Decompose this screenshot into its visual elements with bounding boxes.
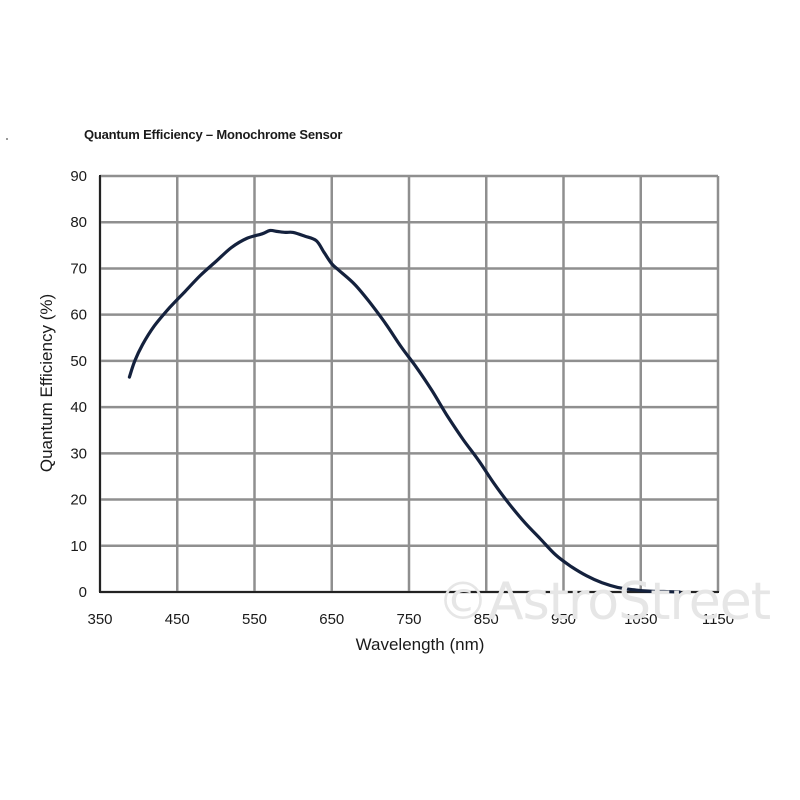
- qe-series-line: [127, 228, 681, 594]
- x-tick-label: 550: [242, 611, 267, 628]
- x-tick-label: 450: [165, 611, 190, 628]
- y-tick-label: 20: [70, 492, 87, 509]
- x-tick-labels: 350 450 550 650 750 850 950 1050 1150: [87, 611, 734, 628]
- y-tick-label: 70: [70, 260, 87, 277]
- x-tick-label: 750: [396, 611, 421, 628]
- chart-title: Quantum Efficiency – Monochrome Sensor: [84, 127, 343, 142]
- series-layer: [127, 228, 681, 594]
- y-tick-labels: 0 10 20 30 40 50 60 70 80 90: [70, 168, 87, 601]
- x-tick-label: 350: [87, 611, 112, 628]
- y-tick-label: 30: [70, 445, 87, 462]
- grid: [98, 174, 720, 594]
- y-tick-label: 60: [70, 307, 87, 324]
- y-tick-label: 50: [70, 353, 87, 370]
- x-tick-label: 850: [474, 611, 499, 628]
- x-tick-label: 950: [551, 611, 576, 628]
- y-tick-label: 80: [70, 214, 87, 231]
- x-axis-title: Wavelength (nm): [356, 635, 485, 654]
- stray-mark: [6, 138, 8, 140]
- y-tick-label: 10: [70, 538, 87, 555]
- y-tick-label: 40: [70, 399, 87, 416]
- x-tick-label: 650: [319, 611, 344, 628]
- y-tick-label: 0: [79, 584, 87, 601]
- y-tick-label: 90: [70, 168, 87, 185]
- x-tick-label: 1150: [702, 611, 734, 628]
- watermark-text: ©AstroStreet: [437, 572, 771, 632]
- y-axis-title: Quantum Efficiency (%): [37, 294, 56, 472]
- x-tick-label: 1050: [624, 611, 657, 628]
